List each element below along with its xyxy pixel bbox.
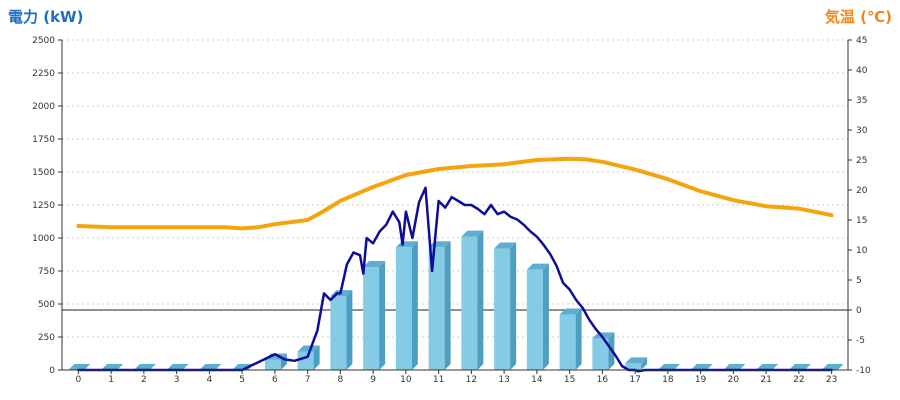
x-tick-label: 16 (597, 375, 609, 385)
power-bar (625, 363, 642, 370)
y-right-tick-label: 35 (856, 96, 867, 106)
x-tick-label: 4 (207, 375, 213, 385)
power-bar-top (199, 364, 222, 370)
power-bar-top (756, 364, 779, 370)
y-right-tick-label: 15 (856, 216, 867, 226)
y-right-tick-label: 30 (856, 126, 868, 136)
power-bar-side (575, 308, 582, 370)
y-right-tick-label: 45 (856, 36, 867, 46)
y-right-tick-label: 25 (856, 156, 867, 166)
y-right-tick-label: -10 (856, 366, 871, 376)
power-bar-top (68, 364, 91, 370)
power-bar-top (494, 242, 517, 249)
power-bar (395, 247, 412, 370)
x-tick-label: 2 (141, 375, 147, 385)
power-bar-side (379, 261, 386, 370)
gridlines (62, 39, 848, 338)
y-left-tick-label: 500 (38, 300, 55, 310)
power-bar-side (510, 242, 517, 370)
power-bar (330, 296, 347, 370)
x-tick-label: 22 (793, 375, 804, 385)
power-bar-top (592, 332, 615, 339)
y-right-tick-label: -5 (856, 336, 865, 346)
power-bar (264, 359, 281, 370)
x-tick-label: 9 (370, 375, 376, 385)
power-bar-side (280, 353, 287, 370)
power-bar (559, 314, 576, 370)
power-bar-top (625, 357, 648, 364)
power-bar-top (101, 364, 124, 370)
y-left-tick-label: 1500 (32, 168, 55, 178)
y-left-tick-label: 1750 (32, 135, 55, 145)
x-tick-label: 19 (695, 375, 707, 385)
power-bar (363, 267, 380, 370)
power-bar-top (690, 364, 713, 370)
y-right-tick-label: 10 (856, 246, 868, 256)
power-bar (592, 338, 609, 370)
x-tick-label: 1 (108, 375, 114, 385)
x-tick-label: 6 (272, 375, 278, 385)
x-tick-label: 18 (662, 375, 674, 385)
y-left-tick-label: 1000 (32, 234, 55, 244)
y-right-tick-label: 0 (856, 306, 862, 316)
x-tick-label: 17 (629, 375, 640, 385)
y-right-tick-label: 40 (856, 66, 868, 76)
x-tick-label: 3 (174, 375, 180, 385)
y-left-tick-label: 2500 (32, 36, 55, 46)
power-bar-side (313, 345, 320, 370)
data-lines (76, 156, 834, 373)
x-tick-label: 8 (338, 375, 344, 385)
power-bar (297, 351, 314, 370)
power-bar-top (133, 364, 156, 370)
x-tick-label: 13 (498, 375, 509, 385)
power-bar-side (346, 290, 353, 370)
x-tick-label: 14 (531, 375, 543, 385)
x-tick-label: 0 (76, 375, 82, 385)
power-bar-top (821, 364, 844, 370)
power-bar-top (166, 364, 189, 370)
x-tick-label: 23 (826, 375, 837, 385)
x-tick-label: 15 (564, 375, 575, 385)
power-bar (428, 247, 445, 370)
power-bar-top (461, 230, 484, 237)
x-tick-label: 5 (239, 375, 245, 385)
power-line (77, 186, 833, 373)
temperature-line (76, 156, 834, 231)
power-bar-top (657, 364, 680, 370)
power-bar-side (444, 241, 451, 370)
power-bar-top (788, 364, 811, 370)
y-axis-left-title: 電力 (kW) (8, 8, 84, 26)
power-bar-side (641, 357, 648, 370)
y-left-tick-label: 1250 (32, 201, 55, 211)
power-bar-top (526, 263, 549, 270)
y-left-tick-label: 750 (38, 267, 55, 277)
y-left-tick-label: 0 (49, 366, 55, 376)
power-bar-side (411, 241, 418, 370)
y-left-tick-label: 250 (38, 333, 55, 343)
power-bar (526, 269, 543, 370)
power-bars (68, 230, 844, 370)
power-bar (461, 236, 478, 370)
power-bar-top (363, 261, 386, 268)
power-bar-side (542, 263, 549, 370)
x-tick-label: 12 (466, 375, 477, 385)
axes: 02505007501000125015001750200022502500-1… (32, 36, 871, 385)
y-left-tick-label: 2000 (32, 102, 55, 112)
power-bar-side (477, 230, 484, 370)
power-bar-top (297, 345, 320, 352)
y-right-tick-label: 5 (856, 276, 862, 286)
y-axis-right-title: 気温 (℃) (824, 8, 892, 26)
x-tick-label: 10 (400, 375, 412, 385)
power-bar (494, 248, 511, 370)
x-tick-label: 7 (305, 375, 311, 385)
y-right-tick-label: 20 (856, 186, 868, 196)
y-left-tick-label: 2250 (32, 69, 55, 79)
x-tick-label: 21 (760, 375, 771, 385)
x-tick-label: 11 (433, 375, 444, 385)
power-bar-top (559, 308, 582, 315)
x-tick-label: 20 (728, 375, 740, 385)
power-bar-top (723, 364, 746, 370)
